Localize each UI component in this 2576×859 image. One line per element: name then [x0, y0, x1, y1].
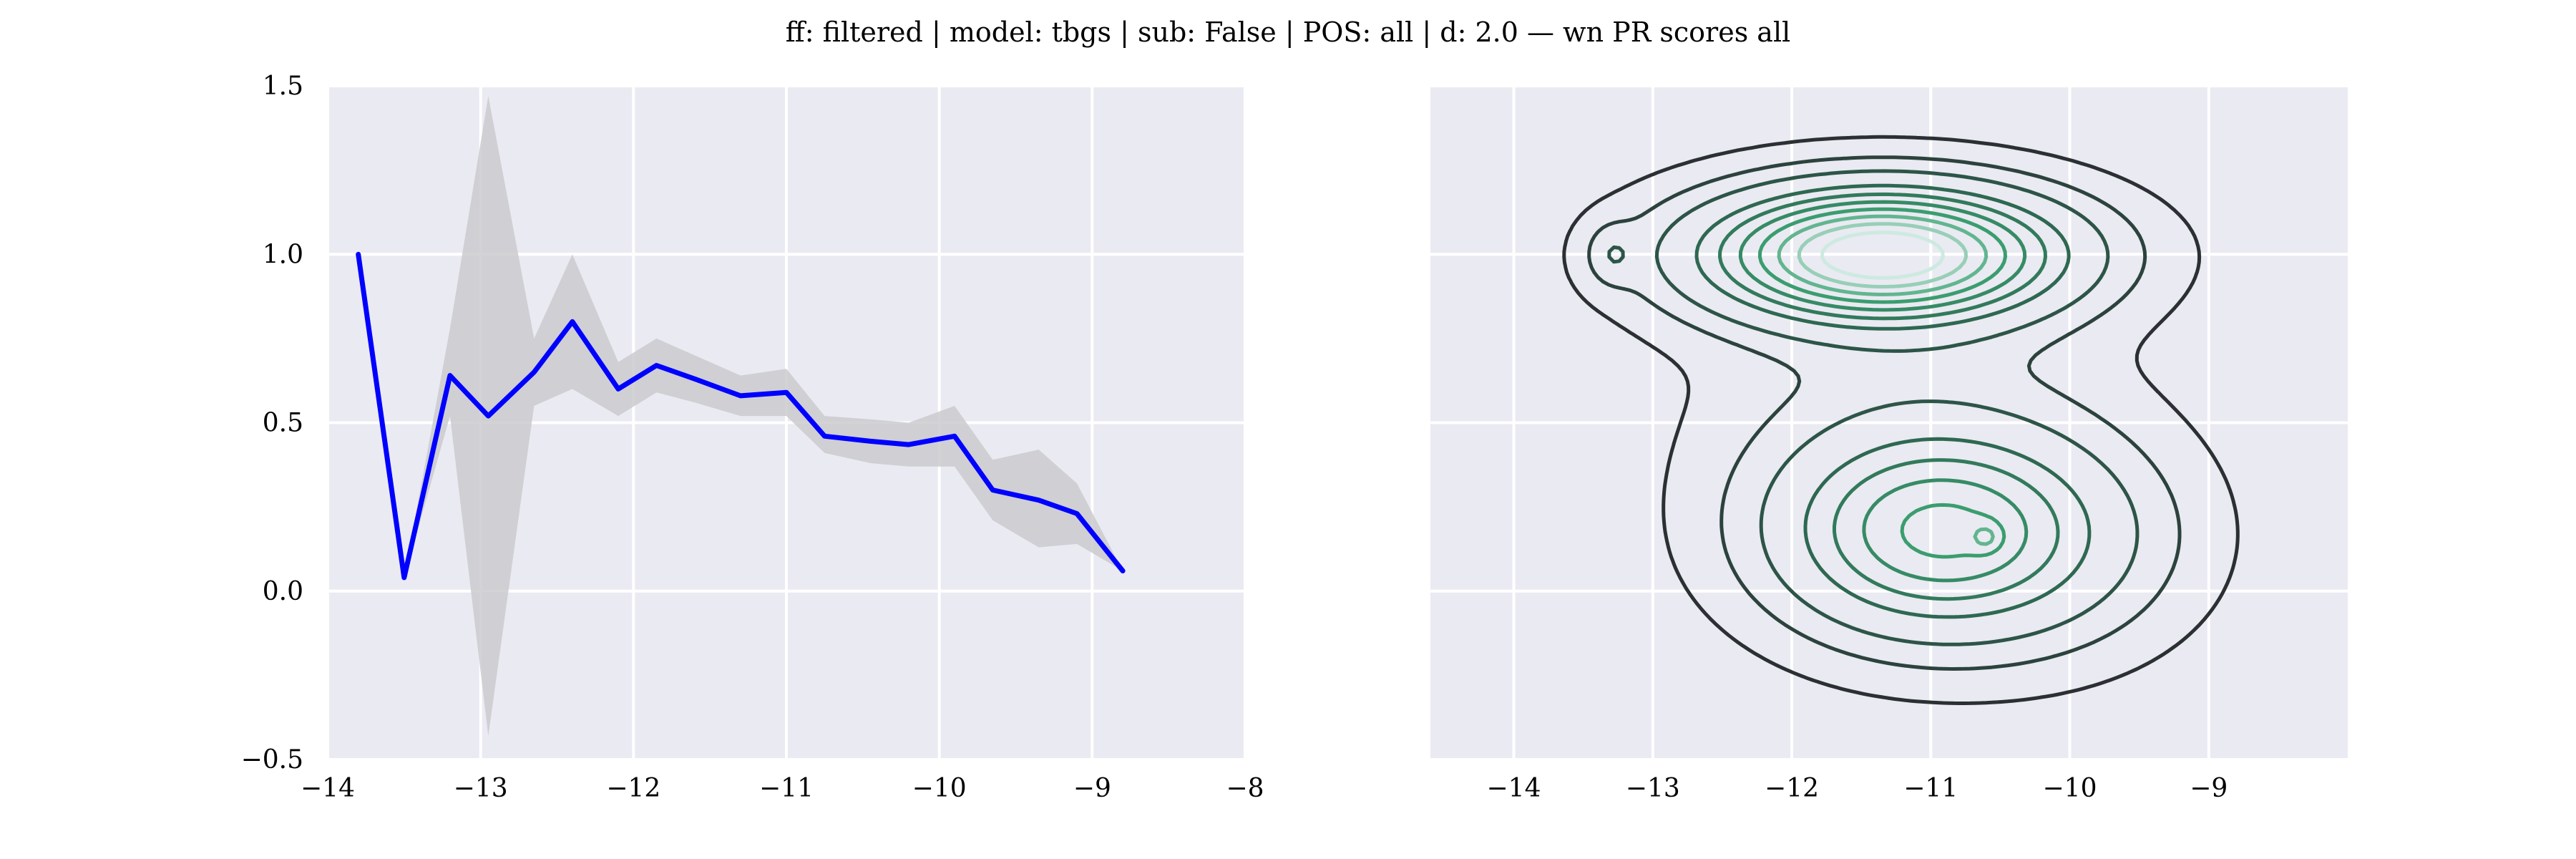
- left-x-tick-label: −8: [1226, 774, 1264, 803]
- right-x-tick-label: −13: [1626, 774, 1680, 803]
- contour-level-line: [1738, 200, 2029, 583]
- left-series-line-group: [356, 251, 1126, 581]
- contour-level-line: [1562, 135, 2240, 705]
- contour-level-line: [1718, 192, 2060, 601]
- left-y-tick-label: 1.5: [263, 72, 303, 101]
- left-y-tick-labels: −0.5 0.0 0.5 1.0 1.5: [241, 72, 303, 775]
- right-contour-chart: −14 −13 −12 −11 −10 −9: [1430, 84, 2348, 803]
- figure-title: ff: filtered | model: tbgs | sub: False …: [786, 16, 1791, 48]
- left-x-tick-label: −11: [759, 774, 814, 803]
- left-x-tick-label: −13: [454, 774, 508, 803]
- left-x-tick-label: −12: [606, 774, 660, 803]
- left-y-tick-label: 0.0: [263, 577, 303, 606]
- right-gridlines: [1430, 84, 2348, 761]
- left-y-tick-label: 0.5: [263, 409, 303, 438]
- right-x-tick-label: −11: [1903, 774, 1958, 803]
- contour-level-line: [1820, 230, 1945, 280]
- left-line-chart: −14 −13 −12 −11 −10 −9 −8 −0.5 0.0 0.5 1.0 1.5: [241, 72, 1264, 803]
- left-y-tick-label: −0.5: [241, 745, 303, 775]
- left-x-tick-label: −10: [912, 774, 967, 803]
- contour-level-line: [1757, 207, 2007, 559]
- contour-level-line: [1694, 183, 2092, 619]
- right-x-tick-label: −9: [2190, 774, 2228, 803]
- contour-level-line: [1777, 214, 1995, 546]
- left-series-line: [356, 251, 1126, 581]
- contour-level-line: [1797, 222, 1968, 288]
- right-x-tick-label: −12: [1765, 774, 1819, 803]
- right-x-tick-label: −10: [2043, 774, 2097, 803]
- right-density-contours: [1562, 135, 2240, 705]
- left-confidence-band-group: [358, 96, 1123, 737]
- contour-level-line: [1587, 155, 2182, 671]
- left-x-tick-labels: −14 −13 −12 −11 −10 −9 −8: [301, 774, 1264, 803]
- contour-level-line: [1607, 169, 2140, 646]
- left-x-tick-label: −14: [301, 774, 355, 803]
- left-y-tick-label: 1.0: [263, 240, 303, 269]
- left-x-tick-label: −9: [1073, 774, 1111, 803]
- right-x-tick-label: −14: [1487, 774, 1541, 803]
- left-confidence-band: [358, 96, 1123, 737]
- right-x-tick-labels: −14 −13 −12 −11 −10 −9: [1487, 774, 2228, 803]
